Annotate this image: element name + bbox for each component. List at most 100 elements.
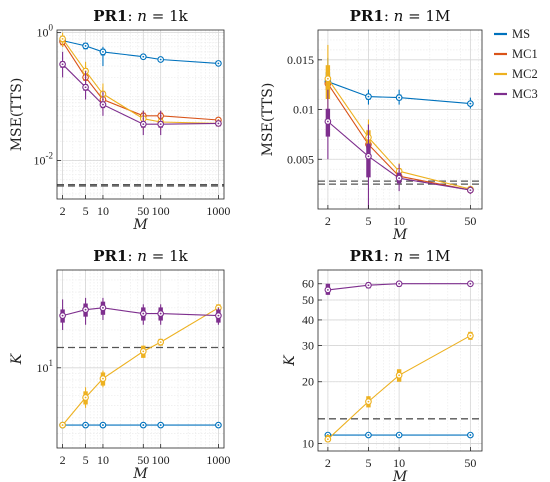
data-point-center — [469, 434, 472, 436]
data-point-center — [367, 284, 370, 287]
y-tick-label: 40 — [302, 313, 314, 327]
y-tick-label: 10 — [302, 437, 314, 451]
x-tick-label: 5 — [83, 204, 89, 218]
x-tick-label: 2 — [325, 456, 331, 470]
data-point-center — [84, 396, 87, 399]
title-bold: PR1 — [350, 7, 384, 25]
x-axis-label: M — [392, 469, 408, 482]
x-axis-label: M — [132, 217, 148, 233]
series-mc3 — [324, 89, 474, 209]
chart-title: PR1: n = 1k — [93, 247, 188, 265]
axes-frame — [317, 29, 483, 210]
tick-exponent: 0 — [49, 23, 54, 33]
y-axis-label: K — [9, 352, 25, 365]
x-tick-label: 50 — [464, 456, 476, 470]
data-point-center — [142, 424, 145, 426]
y-tick-label: 20 — [302, 375, 314, 389]
title-variable: n — [137, 247, 147, 265]
data-point-center — [217, 314, 220, 317]
x-tick-label: 5 — [83, 453, 89, 467]
chart-panel-2: 2 5 10 50 0.005 0.01 0.015 PR1: n = 1M M MSE(TTS) — [260, 7, 483, 243]
x-tick-label: 50 — [137, 204, 149, 218]
tick-base: 10 — [37, 361, 49, 375]
y-tick-label: 0.01 — [293, 103, 314, 117]
y-tick-label: 60 — [302, 277, 314, 291]
x-tick-label: 5 — [365, 214, 371, 228]
x-tick-label: 10 — [393, 456, 405, 470]
legend: MS MC1 MC2 MC3 — [494, 27, 538, 101]
title-variable: n — [394, 7, 404, 25]
data-point-center — [217, 424, 220, 426]
chart-panel-4: 2 5 10 50 10 20 30 40 50 60 PR1: n = 1M M K — [282, 247, 483, 482]
data-point-center — [367, 434, 370, 436]
data-point-center — [469, 282, 472, 285]
data-point-center — [159, 424, 162, 426]
data-point-center — [217, 62, 220, 65]
title-variable: n — [394, 247, 404, 265]
title-variable: n — [137, 7, 147, 25]
x-tick-label: 10 — [97, 453, 109, 467]
x-tick-label: 5 — [365, 456, 371, 470]
chart-title: PR1: n = 1M — [350, 247, 451, 265]
data-point-center — [367, 400, 370, 403]
series-line — [327, 335, 471, 440]
axes-frame — [56, 269, 225, 449]
data-point-center — [326, 77, 329, 80]
data-point-center — [159, 58, 162, 61]
series-mc3 — [59, 297, 222, 330]
series-mc2 — [324, 331, 474, 443]
legend-label-mc3: MC3 — [512, 87, 538, 101]
title-value: = 1k — [147, 7, 189, 25]
data-point-center — [84, 308, 87, 311]
data-point-center — [61, 37, 64, 40]
grid — [318, 269, 482, 451]
series-ms — [324, 431, 474, 439]
series-line — [327, 121, 471, 191]
data-point-center — [398, 434, 401, 436]
title-sep: : — [127, 7, 137, 25]
y-tick-label: 0.015 — [287, 53, 314, 67]
y-axis-label: MSE(TTS) — [260, 83, 276, 157]
x-tick-label: 2 — [60, 453, 66, 467]
series-mc3 — [324, 280, 474, 295]
series-line — [327, 81, 471, 105]
data-point-center — [469, 102, 472, 105]
title-value: = 1M — [403, 247, 450, 265]
data-point-center — [61, 314, 64, 317]
axes-frame — [317, 269, 483, 452]
series-line — [62, 38, 219, 124]
y-tick-label: 101 — [37, 358, 54, 375]
x-tick-label: 50 — [464, 214, 476, 228]
legend-label-ms: MS — [512, 27, 530, 41]
series-line — [62, 41, 219, 121]
legend-label-mc1: MC1 — [512, 47, 538, 61]
legend-label-mc2: MC2 — [512, 67, 538, 81]
series-line — [327, 78, 471, 190]
data-point-center — [84, 424, 87, 426]
data-point-center — [142, 350, 145, 353]
x-tick-label: 50 — [137, 453, 149, 467]
data-point-center — [469, 334, 472, 337]
data-point-center — [326, 438, 329, 441]
x-tick-label: 2 — [60, 204, 66, 218]
data-point-center — [102, 377, 104, 380]
data-point-center — [102, 50, 104, 53]
series-line — [327, 283, 471, 291]
title-value: = 1M — [403, 7, 450, 25]
data-point-center — [84, 86, 87, 89]
title-bold: PR1 — [350, 247, 384, 265]
tick-base: 10 — [37, 26, 49, 40]
series-mc3 — [59, 51, 222, 136]
data-point-center — [61, 424, 64, 426]
data-point-center — [326, 289, 329, 291]
series-line — [62, 63, 219, 125]
data-point-center — [398, 177, 401, 180]
data-point-center — [61, 63, 64, 66]
title-bold: PR1 — [93, 7, 127, 25]
x-axis-label: M — [132, 466, 148, 482]
plot-area — [318, 270, 482, 451]
tick-exponent: 1 — [49, 358, 54, 368]
data-point-center — [398, 282, 401, 285]
